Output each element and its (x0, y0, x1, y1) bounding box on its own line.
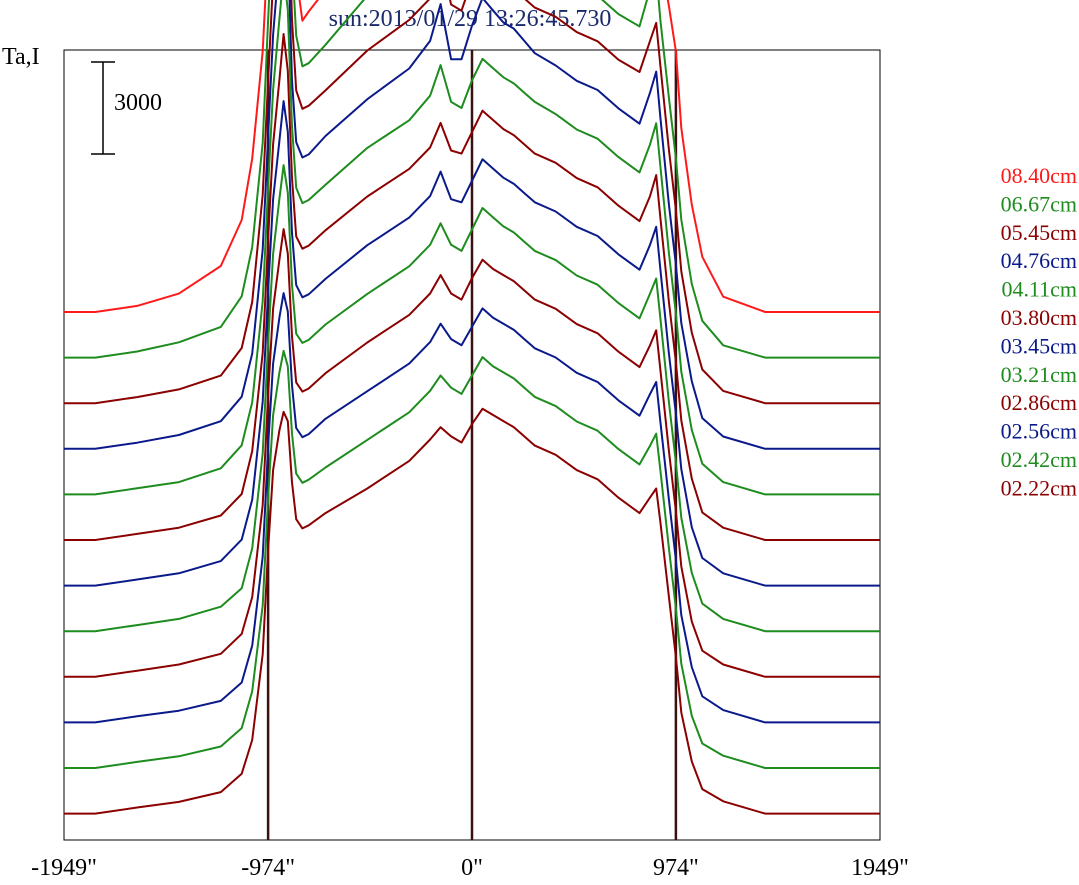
legend-entry-6: 03.45cm (1001, 333, 1077, 358)
legend-entry-7: 03.21cm (1001, 362, 1077, 387)
legend-entry-5: 03.80cm (1001, 305, 1077, 330)
legend-entry-3: 04.76cm (1001, 248, 1077, 273)
legend-entry-2: 05.45cm (1001, 220, 1077, 245)
legend-entry-1: 06.67cm (1001, 191, 1077, 216)
series-line-0 (64, 0, 880, 313)
legend-entry-0: 08.40cm (1001, 163, 1077, 188)
legend-entry-9: 02.56cm (1001, 419, 1077, 444)
legend-entry-11: 02.22cm (1001, 475, 1077, 500)
series-line-3 (64, 0, 880, 450)
series-line-4 (64, 0, 880, 496)
series-line-8 (64, 228, 880, 678)
series-line-6 (64, 100, 880, 587)
series-line-5 (64, 33, 880, 541)
x-tick-label-1: -974" (241, 855, 295, 881)
legend-entry-4: 04.11cm (1001, 277, 1077, 302)
scale-bar: 3000 (91, 61, 162, 155)
legend-entry-8: 02.86cm (1001, 390, 1077, 415)
series-line-9 (64, 292, 880, 724)
scale-bar-label: 3000 (114, 90, 162, 116)
x-tick-label-2: 0" (461, 855, 483, 881)
series-line-1 (64, 0, 880, 359)
series-line-2 (64, 0, 880, 405)
series-line-11 (64, 407, 880, 815)
series-group (64, 0, 880, 815)
y-axis-label: Ta,I (2, 44, 40, 70)
legend-entry-10: 02.42cm (1001, 447, 1077, 472)
legend: 08.40cm 06.67cm 05.45cm 04.76cm 04.11cm 03.80… (1001, 163, 1077, 500)
x-tick-label-4: 1949" (851, 855, 909, 881)
chart-title: sun:2013/01/29 13:26:45.730 (329, 6, 612, 32)
x-tick-labels: -1949" -974" 0" 974" 1949" (31, 855, 909, 881)
series-line-7 (64, 164, 880, 633)
series-line-10 (64, 349, 880, 769)
x-tick-label-3: 974" (653, 855, 699, 881)
x-tick-label-0: -1949" (31, 855, 97, 881)
